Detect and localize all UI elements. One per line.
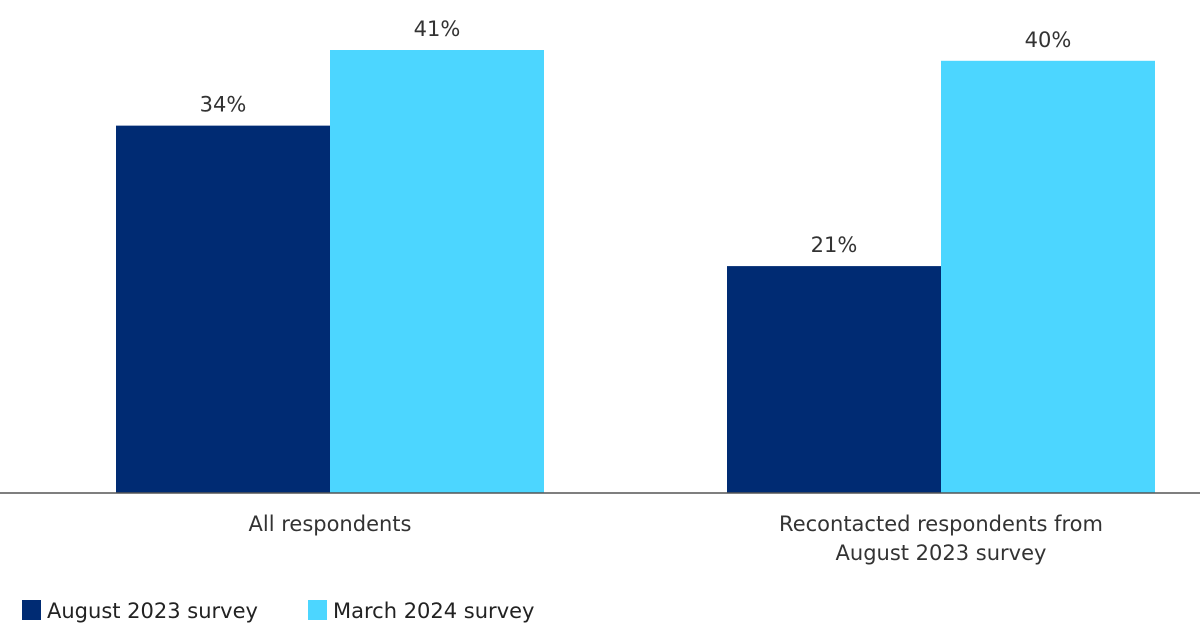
category-label-1-line-1: August 2023 survey xyxy=(836,541,1047,565)
value-label-0-1: 21% xyxy=(811,233,858,257)
category-labels-layer: All respondents Recontacted respondents f… xyxy=(249,512,1103,565)
category-label-1-line-0: Recontacted respondents from xyxy=(779,512,1103,536)
bar-august-2023-1 xyxy=(727,266,941,493)
legend-swatch-1 xyxy=(308,600,327,620)
bar-march-2024-0 xyxy=(330,50,544,493)
value-label-1-1: 40% xyxy=(1025,28,1072,52)
value-label-1-0: 41% xyxy=(414,17,461,41)
bars-layer xyxy=(116,50,1155,494)
bar-august-2023-0 xyxy=(116,125,330,493)
bar-march-2024-1 xyxy=(941,60,1155,494)
legend-label-0: August 2023 survey xyxy=(47,599,258,623)
legend-label-1: March 2024 survey xyxy=(333,599,534,623)
value-labels-layer: 34% 41% 21% 40% xyxy=(200,17,1072,257)
legend-swatch-0 xyxy=(22,600,41,620)
category-label-0-line-0: All respondents xyxy=(249,512,412,536)
legend: August 2023 survey March 2024 survey xyxy=(22,599,534,623)
value-label-0-0: 34% xyxy=(200,93,247,117)
